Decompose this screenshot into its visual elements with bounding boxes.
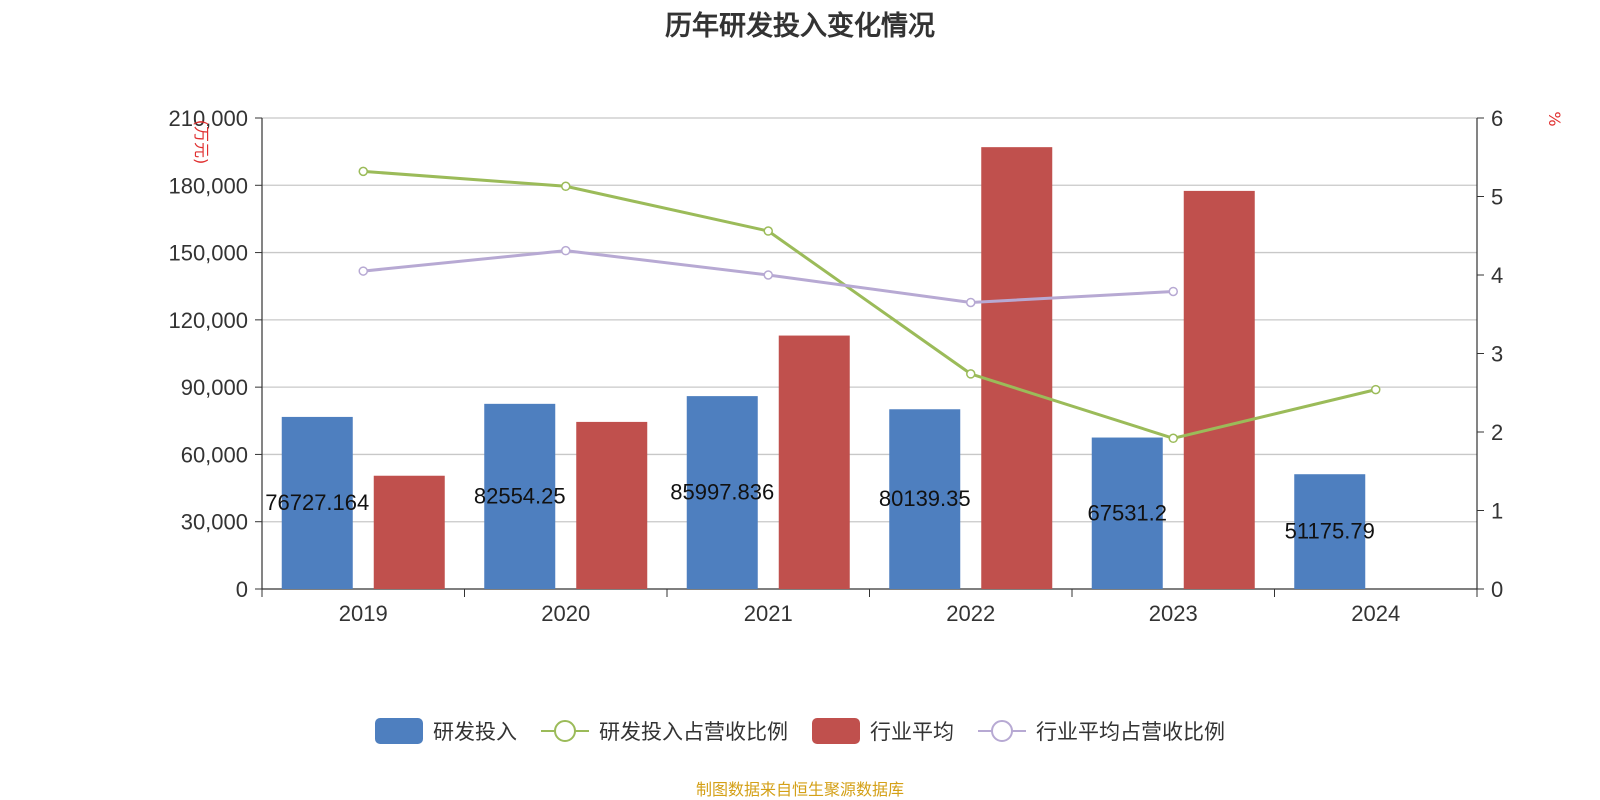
chart-title: 历年研发投入变化情况	[665, 11, 935, 42]
bar-data-label: 76727.164	[265, 490, 369, 515]
legend-line-swatch-purple	[978, 720, 1026, 742]
bar-industry-average	[576, 421, 648, 589]
left-axis-tick-label: 0	[236, 577, 248, 602]
bar-industry-average	[778, 335, 850, 589]
bar-data-label: 82554.25	[474, 483, 566, 508]
x-axis-tick-label: 2024	[1351, 601, 1400, 626]
right-axis-tick-label: 1	[1491, 499, 1503, 524]
right-axis-unit-label: %	[1545, 111, 1564, 126]
point-rd-ratio	[1168, 433, 1178, 444]
chart-legend: 研发投入 研发投入占营收比例 行业平均 行业平均占营收比例	[0, 716, 1600, 746]
x-axis-tick-label: 2023	[1149, 601, 1198, 626]
bar-rd-investment	[889, 409, 961, 589]
bar-rd-investment	[1091, 437, 1163, 589]
left-axis-tick-label: 210,000	[168, 106, 248, 131]
legend-item-industry-average[interactable]: 行业平均	[812, 716, 954, 746]
left-axis-tick-label: 30,000	[181, 510, 248, 535]
legend-label: 行业平均占营收比例	[1036, 720, 1225, 744]
point-rd-ratio	[358, 166, 368, 177]
bar-data-label: 80139.35	[879, 486, 971, 511]
legend-label: 研发投入占营收比例	[599, 720, 788, 744]
point-rd-ratio	[1371, 384, 1381, 395]
bar-rd-investment	[281, 416, 353, 589]
legend-line-swatch-green	[541, 720, 589, 742]
chart-canvas: 0 30,000 60,000 90,000 120,000 150,000 180,000…	[168, 106, 1564, 626]
bar-data-label: 67531.2	[1087, 500, 1167, 525]
point-rd-ratio	[763, 226, 773, 236]
bar-data-label: 51175.79	[1285, 519, 1375, 544]
point-industry-ratio	[561, 245, 571, 256]
x-axis-tick-label: 2021	[744, 601, 793, 626]
right-axis-tick-label: 4	[1491, 263, 1503, 288]
bar-data-label: 85997.836	[670, 480, 774, 505]
point-industry-ratio	[358, 266, 368, 276]
legend-bar-swatch-blue	[375, 718, 423, 744]
x-axis-tick-label: 2019	[339, 601, 388, 626]
point-rd-ratio	[966, 369, 976, 379]
right-axis-tick-label: 6	[1491, 106, 1503, 131]
point-industry-ratio	[966, 297, 976, 308]
bar-industry-average	[373, 475, 445, 589]
right-axis-tick-label: 5	[1491, 185, 1503, 210]
legend-item-rd-ratio[interactable]: 研发投入占营收比例	[541, 716, 788, 746]
bar-rd-investment	[1294, 474, 1366, 589]
bar-rd-investment	[484, 403, 556, 589]
x-axis-tick-label: 2022	[946, 601, 995, 626]
bar-rd-investment	[686, 396, 758, 589]
left-axis-tick-label: 120,000	[168, 308, 248, 333]
point-rd-ratio	[561, 181, 571, 192]
data-source-note: 制图数据来自恒生聚源数据库	[695, 780, 904, 799]
line-rd-ratio	[363, 169, 1377, 440]
left-axis-tick-label: 90,000	[181, 375, 248, 400]
legend-label: 行业平均	[870, 720, 954, 744]
left-axis-tick-label: 60,000	[181, 442, 248, 467]
legend-item-rd-investment[interactable]: 研发投入	[375, 716, 517, 746]
right-axis-tick-label: 3	[1491, 342, 1503, 367]
left-axis-tick-label: 180,000	[168, 173, 248, 198]
left-axis-unit-label: (万元)	[192, 120, 211, 165]
left-axis-tick-label: 150,000	[168, 241, 248, 266]
legend-bar-swatch-red	[812, 718, 860, 744]
bar-industry-average	[1183, 190, 1255, 589]
legend-item-industry-ratio[interactable]: 行业平均占营收比例	[978, 716, 1225, 746]
right-axis-tick-label: 2	[1491, 420, 1503, 445]
point-industry-ratio	[763, 270, 773, 280]
right-axis-tick-label: 0	[1491, 577, 1503, 602]
point-industry-ratio	[1168, 286, 1178, 297]
bar-industry-average	[981, 147, 1053, 589]
legend-label: 研发投入	[433, 720, 517, 744]
x-axis-tick-label: 2020	[541, 601, 590, 626]
